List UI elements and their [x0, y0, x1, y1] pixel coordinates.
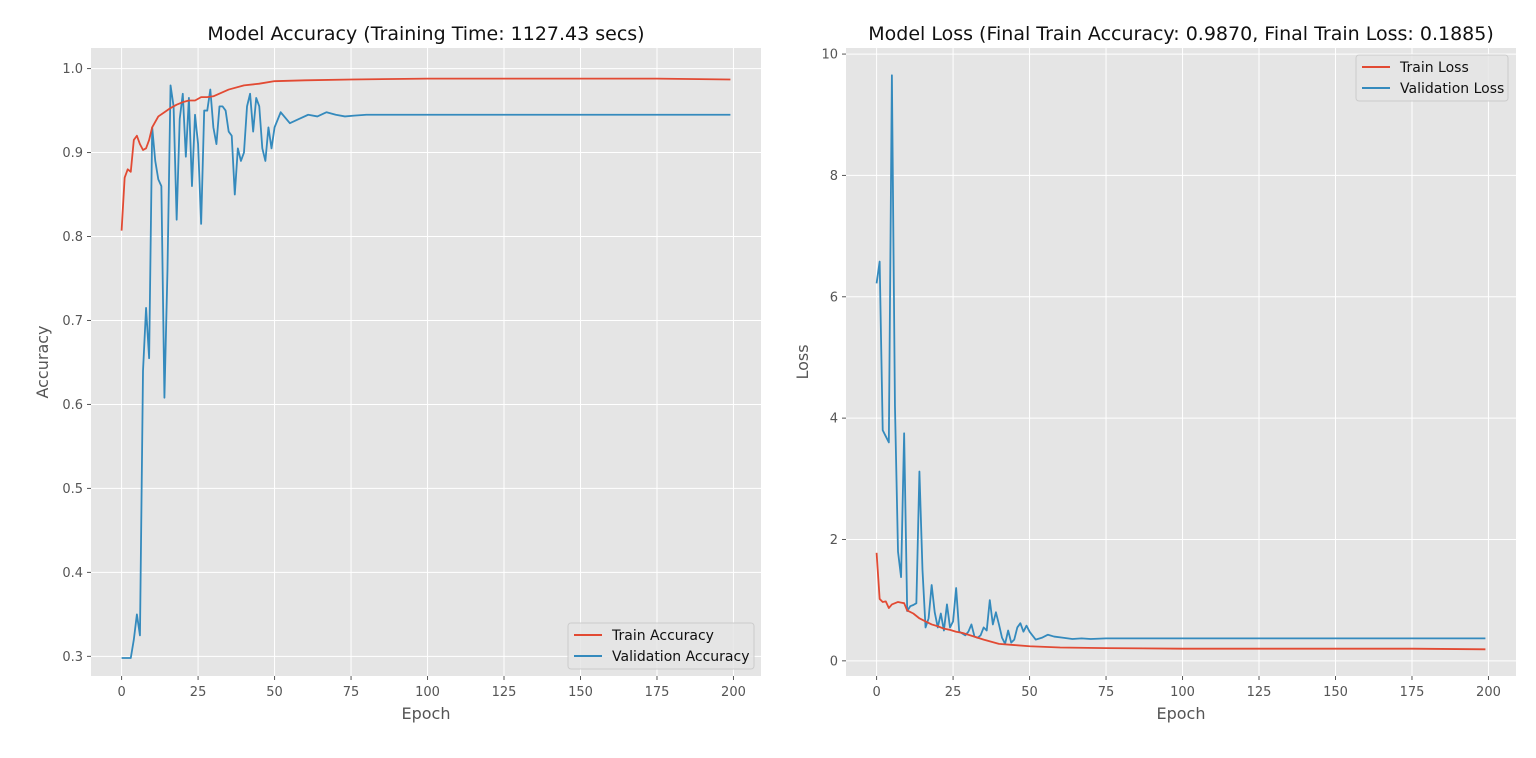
accuracy-y-tick-label: 0.6 [62, 398, 83, 413]
series-line-validation-loss [875, 74, 1486, 645]
accuracy-x-tick-label: 50 [266, 685, 283, 700]
accuracy-x-axis-label: Epoch [402, 704, 451, 723]
accuracy-y-tick-label: 0.3 [62, 650, 83, 665]
loss-x-tick-label: 100 [1170, 685, 1195, 700]
accuracy-x-tick-labels: 0 25 50 75 100 125 150 175 200 [117, 685, 745, 700]
series-line-train-accuracy [120, 77, 731, 231]
series-line-train-loss [875, 552, 1486, 651]
accuracy-chart-title: Model Accuracy (Training Time: 1127.43 s… [207, 23, 644, 45]
accuracy-y-tick-label: 0.4 [62, 566, 83, 581]
loss-chart: Model Loss (Final Train Accuracy: 0.9870… [793, 23, 1516, 723]
loss-y-tick-labels: 0 2 4 6 8 10 [821, 48, 838, 670]
accuracy-y-tick-label: 0.5 [62, 482, 83, 497]
loss-legend-box [1355, 54, 1509, 102]
legend-label-train-accuracy: Train Accuracy [611, 628, 714, 644]
accuracy-legend: Train Accuracy Validation Accuracy [567, 622, 755, 670]
loss-x-tick-label: 50 [1021, 685, 1038, 700]
legend-label-validation-loss: Validation Loss [1400, 81, 1504, 97]
loss-x-tick-label: 125 [1247, 685, 1272, 700]
loss-legend: Train Loss Validation Loss [1355, 54, 1509, 102]
accuracy-x-tick-label: 125 [492, 685, 517, 700]
accuracy-y-tick-label: 0.8 [62, 230, 83, 245]
accuracy-y-tick-label: 0.7 [62, 314, 83, 329]
loss-x-tick-label: 150 [1323, 685, 1348, 700]
loss-y-tick-label: 6 [830, 290, 838, 305]
loss-series [875, 74, 1486, 651]
loss-y-tick-label: 2 [830, 533, 838, 548]
loss-x-tick-label: 175 [1400, 685, 1425, 700]
loss-chart-title: Model Loss (Final Train Accuracy: 0.9870… [868, 23, 1494, 45]
loss-x-tick-label: 25 [945, 685, 962, 700]
loss-x-tick-labels: 0 25 50 75 100 125 150 175 200 [872, 685, 1500, 700]
loss-y-tick-label: 0 [830, 654, 838, 669]
legend-label-validation-accuracy: Validation Accuracy [612, 649, 750, 665]
loss-y-tick-label: 10 [821, 48, 838, 63]
loss-grid [846, 48, 1516, 676]
loss-x-tick-label: 200 [1476, 685, 1501, 700]
accuracy-y-tick-label: 1.0 [62, 62, 83, 77]
accuracy-plot-area [91, 48, 761, 676]
accuracy-y-tick-labels: 0.3 0.4 0.5 0.6 0.7 0.8 0.9 1.0 [62, 62, 83, 665]
legend-label-train-loss: Train Loss [1399, 60, 1469, 76]
accuracy-chart: Model Accuracy (Training Time: 1127.43 s… [33, 23, 761, 723]
loss-x-tick-label: 75 [1098, 685, 1115, 700]
accuracy-series [120, 77, 731, 659]
loss-x-axis-label: Epoch [1157, 704, 1206, 723]
series-line-validation-accuracy [121, 84, 731, 659]
loss-y-tick-label: 4 [830, 412, 838, 427]
loss-y-axis-label: Loss [793, 344, 812, 379]
accuracy-x-tick-label: 100 [415, 685, 440, 700]
accuracy-x-tick-label: 25 [190, 685, 207, 700]
loss-x-tick-label: 0 [872, 685, 880, 700]
accuracy-legend-box [567, 622, 755, 670]
accuracy-x-tick-label: 75 [343, 685, 360, 700]
accuracy-y-axis-label: Accuracy [33, 325, 52, 398]
accuracy-grid [91, 48, 761, 676]
loss-y-tick-label: 8 [830, 169, 838, 184]
accuracy-x-tick-label: 150 [568, 685, 593, 700]
loss-plot-area [846, 48, 1516, 676]
accuracy-y-tick-label: 0.9 [62, 146, 83, 161]
accuracy-x-tick-label: 175 [645, 685, 670, 700]
accuracy-x-tick-label: 200 [721, 685, 746, 700]
accuracy-x-tick-label: 0 [117, 685, 125, 700]
